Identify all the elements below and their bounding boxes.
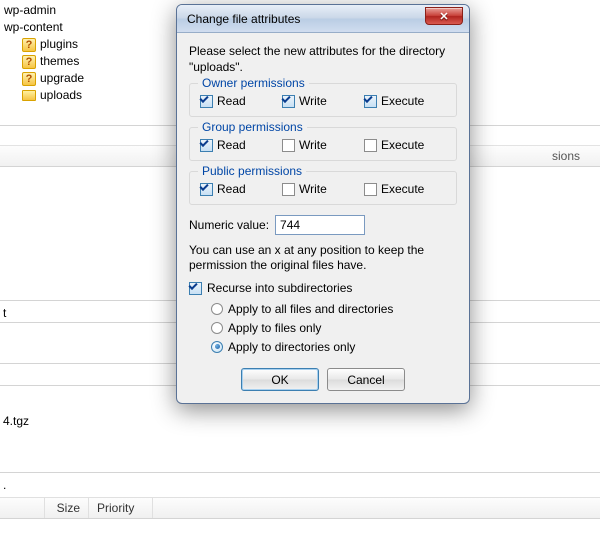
dialog-title: Change file attributes — [187, 12, 300, 26]
group-title: Owner permissions — [198, 76, 309, 90]
bg-file-tree: wp-admin wp-content ? plugins ? themes ? up… — [0, 0, 84, 104]
folder-label: uploads — [40, 87, 82, 104]
group-write-checkbox[interactable]: Write — [282, 138, 364, 152]
tree-item[interactable]: ? upgrade — [4, 70, 84, 87]
checkbox-icon — [282, 183, 295, 196]
folder-label: wp-content — [4, 19, 63, 36]
checkbox-icon — [364, 183, 377, 196]
question-icon: ? — [22, 55, 36, 69]
bg-text: . — [3, 478, 6, 492]
close-icon: ✕ — [439, 10, 448, 23]
public-write-checkbox[interactable]: Write — [282, 182, 364, 196]
numeric-value-label: Numeric value: — [189, 218, 269, 232]
bg-divider — [0, 472, 600, 473]
radio-icon — [211, 322, 223, 334]
group-title: Public permissions — [198, 164, 306, 178]
tree-item[interactable]: wp-content — [4, 19, 84, 36]
group-permissions-group: Group permissions Read Write Execute — [189, 127, 457, 161]
radio-icon — [211, 341, 223, 353]
checkbox-icon — [200, 139, 213, 152]
apply-files-radio[interactable]: Apply to files only — [211, 318, 457, 337]
file-attributes-dialog: Change file attributes ✕ Please select t… — [176, 4, 470, 404]
folder-label: themes — [40, 53, 79, 70]
permission-note: You can use an x at any position to keep… — [189, 243, 457, 273]
checkbox-icon — [364, 139, 377, 152]
bg-col-priority[interactable]: Priority — [89, 498, 153, 518]
owner-execute-checkbox[interactable]: Execute — [364, 94, 446, 108]
bg-text: t — [3, 306, 6, 320]
owner-read-checkbox[interactable]: Read — [200, 94, 282, 108]
checkbox-icon — [282, 139, 295, 152]
folder-label: plugins — [40, 36, 78, 53]
checkbox-icon — [189, 282, 202, 295]
dialog-titlebar[interactable]: Change file attributes ✕ — [177, 5, 469, 33]
recurse-checkbox[interactable]: Recurse into subdirectories — [189, 281, 457, 295]
bg-col-blank[interactable] — [0, 498, 45, 518]
radio-icon — [211, 303, 223, 315]
bg-text: 4.tgz — [3, 414, 29, 428]
group-title: Group permissions — [198, 120, 307, 134]
tree-item[interactable]: wp-admin — [4, 2, 84, 19]
apply-all-radio[interactable]: Apply to all files and directories — [211, 299, 457, 318]
cancel-button[interactable]: Cancel — [327, 368, 405, 391]
dialog-body: Please select the new attributes for the… — [177, 33, 469, 403]
public-permissions-group: Public permissions Read Write Execute — [189, 171, 457, 205]
close-button[interactable]: ✕ — [425, 7, 463, 25]
folder-icon — [22, 90, 36, 101]
question-icon: ? — [22, 72, 36, 86]
owner-write-checkbox[interactable]: Write — [282, 94, 364, 108]
checkbox-icon — [282, 95, 295, 108]
tree-item[interactable]: uploads — [4, 87, 84, 104]
checkbox-icon — [364, 95, 377, 108]
ok-button[interactable]: OK — [241, 368, 319, 391]
folder-label: wp-admin — [4, 2, 56, 19]
apply-scope-radios: Apply to all files and directories Apply… — [211, 299, 457, 356]
numeric-value-row: Numeric value: — [189, 215, 457, 235]
tree-item[interactable]: ? plugins — [4, 36, 84, 53]
bg-col-size[interactable]: Size — [45, 498, 89, 518]
apply-dirs-radio[interactable]: Apply to directories only — [211, 337, 457, 356]
dialog-instruction: Please select the new attributes for the… — [189, 43, 457, 75]
tree-item[interactable]: ? themes — [4, 53, 84, 70]
numeric-value-input[interactable] — [275, 215, 365, 235]
checkbox-icon — [200, 183, 213, 196]
owner-permissions-group: Owner permissions Read Write Execute — [189, 83, 457, 117]
question-icon: ? — [22, 38, 36, 52]
bg-columns: Size Priority — [0, 497, 600, 519]
folder-label: upgrade — [40, 70, 84, 87]
bg-header-partial: sions — [552, 149, 580, 163]
public-execute-checkbox[interactable]: Execute — [364, 182, 446, 196]
group-execute-checkbox[interactable]: Execute — [364, 138, 446, 152]
group-read-checkbox[interactable]: Read — [200, 138, 282, 152]
public-read-checkbox[interactable]: Read — [200, 182, 282, 196]
checkbox-icon — [200, 95, 213, 108]
dialog-buttons: OK Cancel — [189, 368, 457, 391]
